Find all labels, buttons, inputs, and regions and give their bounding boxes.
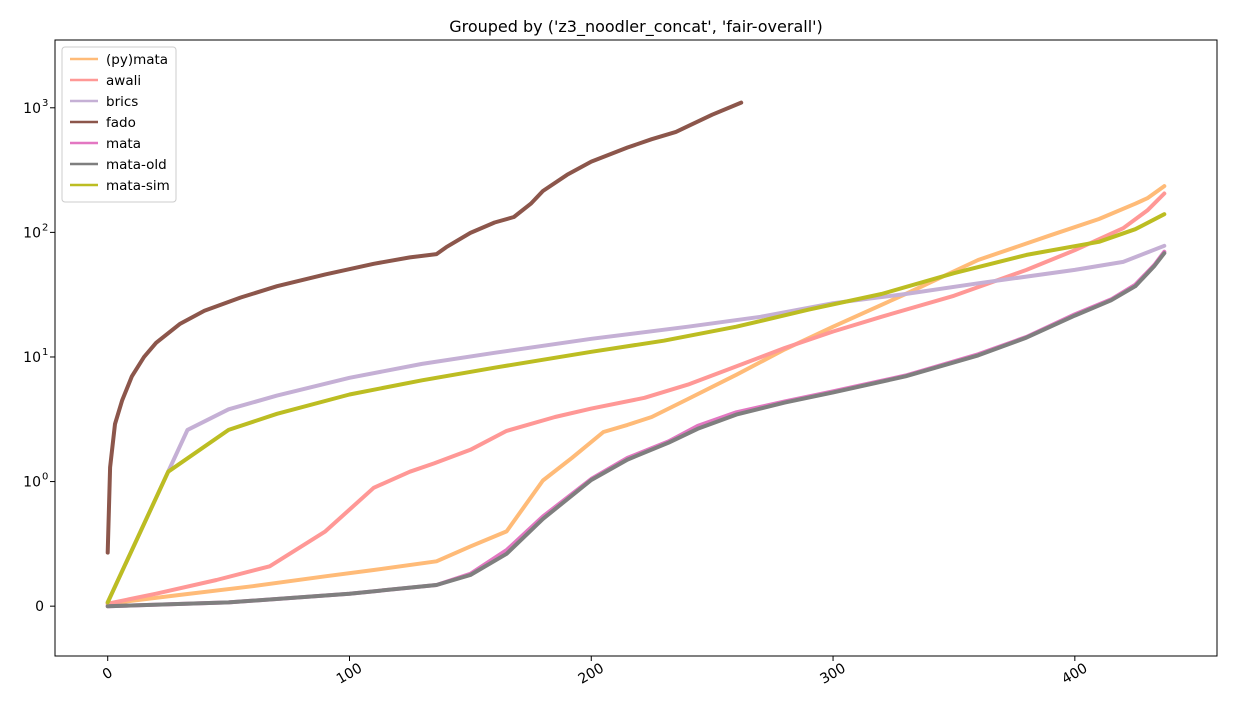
- lines-layer: [105, 100, 1167, 609]
- legend-label: brics: [106, 94, 138, 110]
- legend-label: mata-sim: [106, 178, 170, 194]
- series-line-fado: [105, 100, 744, 555]
- y-tick-label: 10: [23, 101, 41, 117]
- y-tick-exponent: 3: [42, 98, 48, 109]
- y-tick-label: 10: [23, 350, 41, 366]
- y-tick-label: 10: [23, 225, 41, 241]
- legend-label: mata: [106, 136, 141, 152]
- legend-label: fado: [106, 115, 136, 131]
- y-tick-exponent: 2: [42, 222, 48, 233]
- series-line-mata-sim: [105, 212, 1167, 605]
- y-tick-exponent: 0: [42, 472, 48, 483]
- legend: (py)mata awali brics fado mata mata-old mata-s…: [61, 46, 177, 203]
- y-tick-exponent: 1: [42, 347, 48, 358]
- legend-label: mata-old: [106, 157, 167, 173]
- series-line-brics: [105, 243, 1167, 605]
- legend-label: awali: [106, 73, 141, 89]
- chart-title: Grouped by ('z3_noodler_concat', 'fair-o…: [449, 17, 823, 37]
- legend-label: (py)mata: [106, 52, 168, 68]
- y-tick-label: 10: [23, 475, 41, 491]
- series-line-mata-old: [105, 251, 1167, 609]
- y-tick-label: 0: [35, 599, 44, 615]
- plot-frame: [54, 39, 1218, 657]
- series-line-awali: [105, 191, 1167, 606]
- series-line-py-mata: [105, 184, 1167, 606]
